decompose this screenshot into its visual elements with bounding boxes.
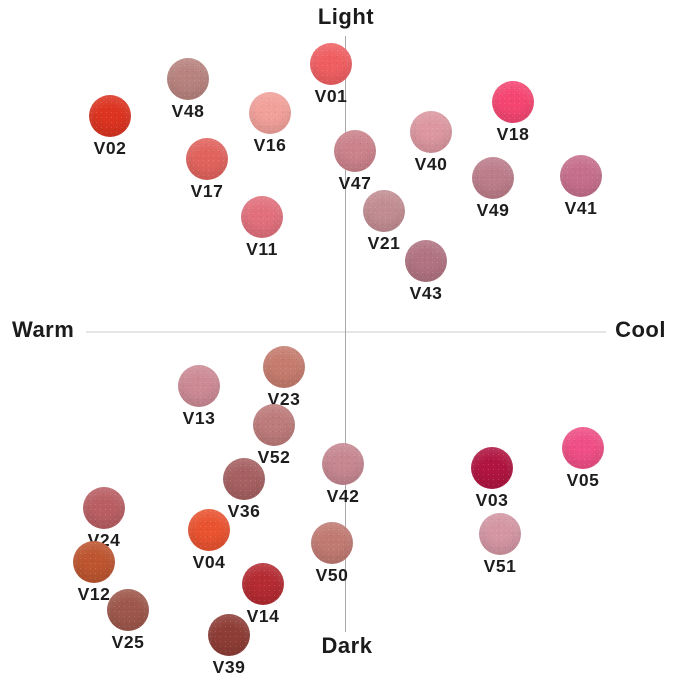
shade-swatch-circle (479, 513, 521, 555)
shade-swatch-circle (322, 443, 364, 485)
shade-label: V52 (257, 447, 291, 467)
shade-swatch-circle (107, 589, 149, 631)
shade-swatch-circle (89, 95, 131, 137)
shade-swatch-circle (188, 509, 230, 551)
light-dark-axis-line (345, 36, 347, 632)
shade-label: V50 (315, 565, 349, 585)
shade-label: V03 (475, 490, 509, 510)
shade-swatch-circle (73, 541, 115, 583)
shade-swatch-circle (562, 427, 604, 469)
axis-label-cool: Cool (615, 317, 666, 342)
shade-label: V49 (476, 200, 510, 220)
shade-swatch-circle (208, 614, 250, 656)
shade-label: V13 (182, 408, 216, 428)
shade-swatch-circle (311, 522, 353, 564)
shade-label: V16 (253, 135, 287, 155)
shade-swatch-circle (178, 365, 220, 407)
shade-label: V04 (192, 552, 226, 572)
shade-swatch-circle (263, 346, 305, 388)
shade-swatch-circle (492, 81, 534, 123)
shade-label: V39 (212, 657, 246, 677)
shade-label: V02 (93, 138, 127, 158)
axis-label-dark: Dark (321, 633, 373, 658)
shade-swatch-circle (242, 563, 284, 605)
axis-label-warm: Warm (12, 317, 75, 342)
shade-label: V40 (414, 154, 448, 174)
shade-label: V18 (496, 124, 530, 144)
shade-label: V11 (246, 239, 278, 259)
shade-label: V01 (314, 86, 348, 106)
shade-swatch-circle (223, 458, 265, 500)
shade-label: V48 (171, 101, 205, 121)
shade-label: V47 (338, 173, 372, 193)
shade-swatch-circle (186, 138, 228, 180)
shade-swatch-circle (241, 196, 283, 238)
shade-swatch-circle (310, 43, 352, 85)
shade-label: V51 (483, 556, 517, 576)
shade-label: V41 (564, 198, 598, 218)
shade-label: V14 (246, 606, 280, 626)
shade-swatch-circle (410, 111, 452, 153)
shade-label: V42 (326, 486, 360, 506)
axis-label-light: Light (317, 4, 375, 29)
shade-label: V36 (227, 501, 261, 521)
shade-swatch-circle (83, 487, 125, 529)
shade-swatch-circle (167, 58, 209, 100)
shade-label: V43 (409, 283, 443, 303)
shade-swatch-circle (560, 155, 602, 197)
shade-label: V25 (111, 632, 145, 652)
shade-swatch-circle (249, 92, 291, 134)
shade-label: V21 (367, 233, 401, 253)
shade-swatch-circle (405, 240, 447, 282)
shade-swatch-circle (472, 157, 514, 199)
shade-swatch-circle (471, 447, 513, 489)
shade-swatch-circle (334, 130, 376, 172)
shade-label: V12 (77, 584, 111, 604)
shade-label: V17 (190, 181, 224, 201)
shade-swatch-circle (253, 404, 295, 446)
shade-label: V05 (566, 470, 600, 490)
shade-swatch-circle (363, 190, 405, 232)
